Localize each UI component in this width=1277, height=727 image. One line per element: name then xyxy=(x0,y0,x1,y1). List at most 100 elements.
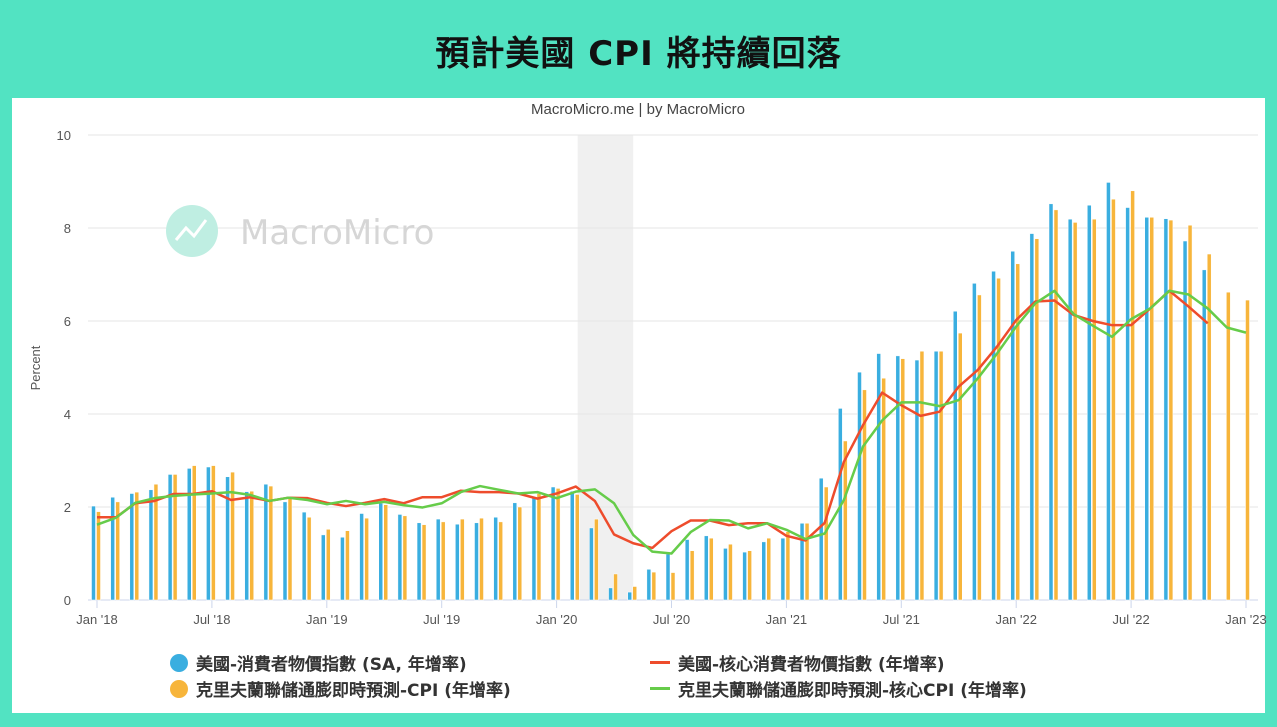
page-title: 預計美國 CPI 將持續回落 xyxy=(435,34,842,74)
legend-swatch xyxy=(170,653,188,672)
bar-nowcast-cpi xyxy=(172,474,178,601)
bar-nowcast-cpi xyxy=(785,531,791,601)
bar-nowcast-cpi xyxy=(670,572,676,601)
watermark-logo-icon xyxy=(174,219,208,241)
bar-cpi xyxy=(1067,218,1073,601)
bar-cpi xyxy=(359,513,364,601)
bar-nowcast-cpi xyxy=(517,506,523,601)
bar-nowcast-cpi xyxy=(900,358,906,601)
x-tick-label: Jan '22 xyxy=(995,612,1037,627)
bar-nowcast-cpi xyxy=(575,494,580,601)
bar-nowcast-cpi xyxy=(1130,190,1135,601)
bar-nowcast-cpi xyxy=(996,277,1001,601)
bar-cpi xyxy=(972,283,977,601)
bar-cpi xyxy=(684,539,690,601)
bar-nowcast-cpi xyxy=(862,389,867,601)
bar-cpi xyxy=(933,350,939,601)
bar-nowcast-cpi xyxy=(479,517,484,601)
bar-cpi xyxy=(531,497,537,601)
watermark: MacroMicro xyxy=(240,213,434,253)
bar-nowcast-cpi xyxy=(881,377,886,601)
bar-nowcast-cpi xyxy=(728,543,733,601)
bar-nowcast-cpi xyxy=(1053,209,1059,601)
bar-nowcast-cpi xyxy=(326,529,331,601)
legend-label: 美國-消費者物價指數 (SA, 年增率) xyxy=(196,655,467,675)
bar-nowcast-cpi xyxy=(460,518,465,601)
bar-nowcast-cpi xyxy=(938,350,944,601)
bar-cpi xyxy=(435,518,441,601)
bar-cpi xyxy=(570,490,575,601)
y-tick-label: 0 xyxy=(64,593,71,608)
legend-swatch xyxy=(650,687,670,690)
legend-swatch xyxy=(650,661,670,664)
bar-nowcast-cpi xyxy=(1187,224,1193,601)
y-tick-label: 6 xyxy=(64,314,71,329)
bar-nowcast-cpi xyxy=(747,550,752,601)
x-tick-label: Jan '23 xyxy=(1225,612,1267,627)
bar-nowcast-cpi xyxy=(287,496,293,601)
legend-item-nowcast-core-cpi[interactable]: 克里夫蘭聯儲通膨即時預測-核心CPI (年增率) xyxy=(650,676,1027,701)
bar-nowcast-cpi xyxy=(843,440,848,601)
legend-swatch xyxy=(170,679,188,698)
bar-cpi xyxy=(1125,207,1130,601)
bar-nowcast-cpi xyxy=(364,517,369,601)
bar-cpi xyxy=(818,477,824,601)
bar-nowcast-cpi xyxy=(421,524,427,601)
bar-cpi xyxy=(340,536,345,601)
x-tick-label: Jul '21 xyxy=(883,612,920,627)
bar-nowcast-cpi xyxy=(651,571,657,601)
bar-cpi xyxy=(1029,233,1035,601)
bar-nowcast-cpi xyxy=(709,537,714,601)
bar-cpi xyxy=(187,468,192,601)
bar-cpi xyxy=(474,522,479,601)
bar-cpi xyxy=(876,353,881,601)
bar-nowcast-cpi xyxy=(192,465,197,601)
bar-cpi xyxy=(416,522,422,601)
bar-cpi xyxy=(1106,182,1111,601)
bar-cpi xyxy=(148,489,154,601)
bar-cpi xyxy=(608,587,613,601)
bar-nowcast-cpi xyxy=(440,521,446,601)
bar-cpi xyxy=(244,491,249,601)
legend-item-cpi[interactable]: 美國-消費者物價指數 (SA, 年增率) xyxy=(170,650,467,675)
bar-cpi xyxy=(665,553,671,601)
bar-cpi xyxy=(1182,240,1188,601)
bar-cpi xyxy=(742,551,747,601)
bar-nowcast-cpi xyxy=(115,501,120,601)
bar-cpi xyxy=(991,270,996,601)
bar-cpi xyxy=(129,493,135,601)
x-tick-label: Jul '20 xyxy=(653,612,690,627)
bar-cpi xyxy=(1163,218,1169,601)
legend-label: 克里夫蘭聯儲通膨即時預測-CPI (年增率) xyxy=(196,681,511,701)
bar-cpi xyxy=(704,535,709,601)
bar-cpi xyxy=(282,501,288,601)
bar-cpi xyxy=(627,591,632,601)
bar-cpi xyxy=(91,505,96,601)
bar-cpi xyxy=(1144,217,1149,601)
bar-nowcast-cpi xyxy=(230,471,235,601)
legend-item-core-cpi[interactable]: 美國-核心消費者物價指數 (年增率) xyxy=(650,650,945,675)
bar-nowcast-cpi xyxy=(1111,198,1116,601)
bar-cpi xyxy=(493,516,498,601)
bar-nowcast-cpi xyxy=(345,530,350,601)
x-tick-label: Jan '19 xyxy=(306,612,348,627)
bar-cpi xyxy=(895,355,901,601)
bar-nowcast-cpi xyxy=(804,523,810,601)
bar-cpi xyxy=(397,514,403,601)
bar-cpi xyxy=(646,569,652,601)
chart-subtitle: MacroMicro.me | by MacroMicro xyxy=(531,101,745,118)
bar-nowcast-cpi xyxy=(306,516,312,601)
legend-item-nowcast-cpi[interactable]: 克里夫蘭聯儲通膨即時預測-CPI (年增率) xyxy=(170,676,511,701)
x-tick-label: Jul '22 xyxy=(1113,612,1150,627)
y-tick-label: 8 xyxy=(64,221,71,236)
bar-cpi xyxy=(225,476,230,601)
bar-nowcast-cpi xyxy=(268,485,274,601)
bar-cpi xyxy=(799,523,805,601)
bar-nowcast-cpi xyxy=(1149,217,1154,601)
legend-label: 克里夫蘭聯儲通膨即時預測-核心CPI (年增率) xyxy=(678,681,1027,701)
y-axis-label: Percent xyxy=(28,345,43,390)
bar-cpi xyxy=(512,502,518,601)
bar-cpi xyxy=(914,359,920,601)
x-tick-label: Jan '21 xyxy=(766,612,808,627)
